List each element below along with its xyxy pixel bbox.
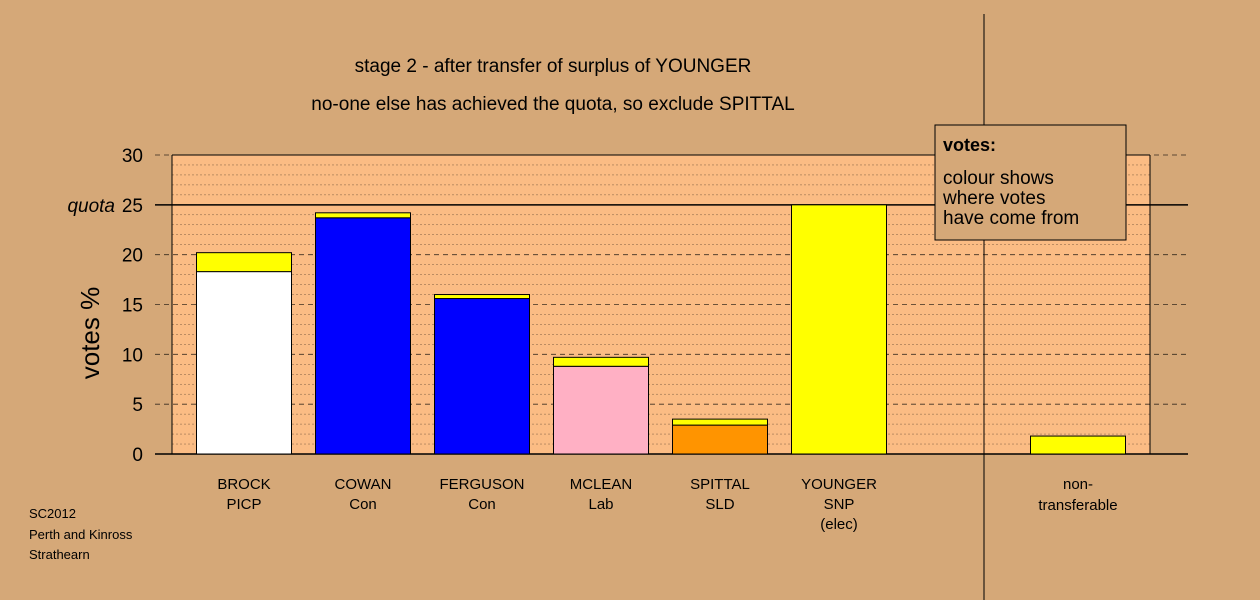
y-tick-label: 0 [132, 445, 143, 466]
source-line: Perth and Kinross [29, 527, 133, 542]
bar-segment [315, 212, 411, 219]
y-tick-label: 20 [122, 246, 143, 267]
category-label: FERGUSON [439, 476, 524, 493]
category-label: SLD [705, 496, 734, 513]
legend-title: votes: [943, 135, 996, 155]
x-category-labels: BROCK PICP COWAN Con FERGUSON Con MCLEAN Lab SPI… [217, 476, 877, 533]
legend-line: where votes [942, 188, 1045, 209]
nontransferable-label: transferable [1038, 497, 1117, 514]
y-tick-label: 15 [122, 296, 143, 317]
source-line: SC2012 [29, 506, 76, 521]
bar-segment [791, 204, 887, 455]
category-label: SPITTAL [690, 476, 750, 493]
chart-subtitle: no-one else has achieved the quota, so e… [311, 94, 794, 115]
y-tick-label: 25 [122, 196, 143, 217]
category-label: COWAN [335, 476, 392, 493]
category-label: Con [468, 496, 496, 513]
bar-segment [434, 294, 530, 300]
legend-line: have come from [943, 208, 1079, 229]
chart-title: stage 2 - after transfer of surplus of Y… [355, 56, 752, 77]
bars [196, 204, 1126, 455]
nontransferable-bar [1030, 435, 1126, 455]
bar-segment [672, 418, 768, 426]
category-label: PICP [226, 496, 261, 513]
bar-segment [196, 271, 292, 455]
y-tick-label: 5 [132, 395, 143, 416]
category-label: Con [349, 496, 377, 513]
category-label: SNP [824, 496, 855, 513]
bar-segment [315, 217, 411, 455]
source-line: Strathearn [29, 547, 90, 562]
legend-line: colour shows [943, 168, 1054, 189]
category-label: Lab [588, 496, 613, 513]
y-tick-labels: 0 5 10 15 20 25 30 [122, 146, 143, 466]
quota-label: quota [67, 196, 115, 217]
bar-segment [553, 365, 649, 455]
category-label: YOUNGER [801, 476, 877, 493]
bar-segment [553, 356, 649, 367]
bar-segment [434, 298, 530, 455]
y-tick-label: 30 [122, 146, 143, 167]
bar-segment [672, 424, 768, 455]
bar-segment [196, 252, 292, 273]
y-tick-label: 10 [122, 345, 143, 366]
category-label: MCLEAN [570, 476, 633, 493]
nontransferable-label: non- [1063, 476, 1093, 493]
legend-box: votes: colour shows where votes have com… [934, 124, 1127, 241]
y-axis-label: votes % [75, 287, 105, 380]
category-label: (elec) [820, 516, 858, 533]
category-label: BROCK [217, 476, 270, 493]
